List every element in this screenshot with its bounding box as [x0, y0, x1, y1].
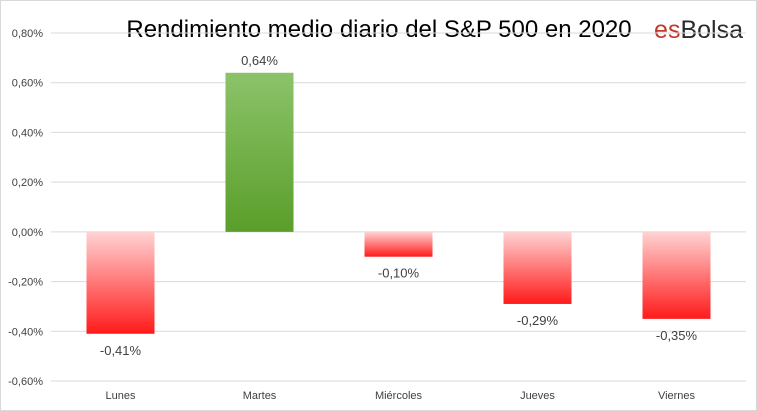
- y-tick-label: 0,80%: [12, 28, 43, 40]
- bar-lunes: [86, 231, 155, 334]
- y-tick-label: -0,20%: [8, 277, 43, 289]
- y-tick-label: 0,00%: [12, 227, 43, 239]
- x-category-label: Lunes: [106, 390, 136, 402]
- bar-viernes: [642, 231, 711, 319]
- y-tick-label: 0,20%: [12, 177, 43, 189]
- bar-martes: [225, 72, 294, 232]
- bars: [86, 72, 711, 334]
- y-tick-label: 0,60%: [12, 78, 43, 90]
- data-label: 0,64%: [241, 53, 278, 68]
- brand-prefix: es: [654, 16, 680, 44]
- x-axis-categories: Lunes Martes Miércoles Jueves Viernes: [106, 390, 696, 402]
- bar-jueves: [503, 231, 572, 304]
- x-category-label: Jueves: [520, 390, 555, 402]
- data-label: -0,10%: [378, 266, 420, 281]
- bar-miércoles: [364, 231, 433, 257]
- data-label: -0,29%: [517, 313, 559, 328]
- brand-logo: esBolsa: [654, 16, 743, 44]
- data-label: -0,35%: [656, 328, 698, 343]
- brand-name: Bolsa: [680, 16, 743, 44]
- y-tick-label: -0,60%: [8, 376, 43, 388]
- y-axis-ticks: 0,80% 0,60% 0,40% 0,20% 0,00% -0,20% -0,40% -0,…: [8, 28, 43, 388]
- y-tick-label: 0,40%: [12, 127, 43, 139]
- chart-title: Rendimiento medio diario del S&P 500 en …: [126, 16, 631, 43]
- x-category-label: Miércoles: [375, 390, 423, 402]
- x-category-label: Viernes: [658, 390, 696, 402]
- data-label: -0,41%: [100, 343, 142, 358]
- data-labels: -0,41% 0,64% -0,10% -0,29% -0,35%: [100, 53, 698, 358]
- grid-lines: [51, 32, 746, 382]
- x-category-label: Martes: [243, 390, 277, 402]
- y-tick-label: -0,40%: [8, 326, 43, 338]
